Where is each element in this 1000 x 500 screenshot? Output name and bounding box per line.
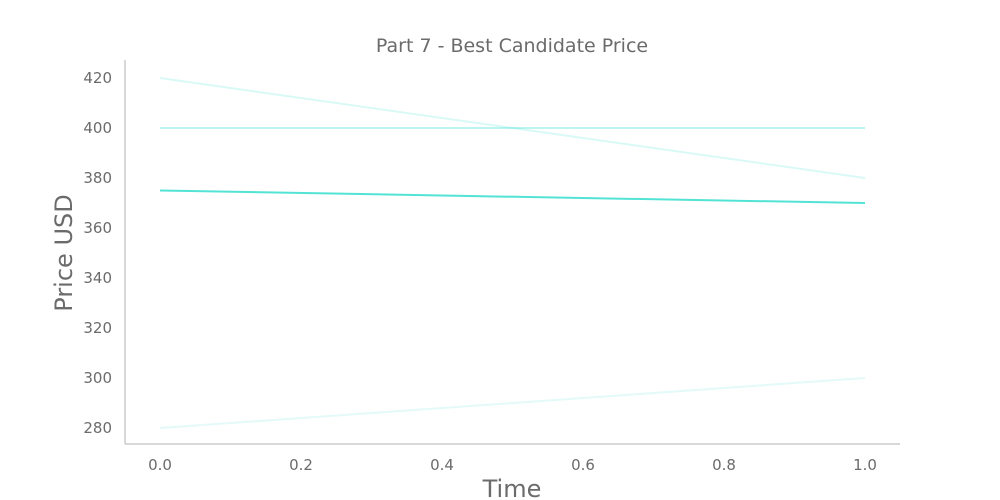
x-tick-label: 0.8 — [712, 456, 736, 474]
x-tick-label: 0.0 — [148, 456, 172, 474]
y-tick-label: 300 — [83, 369, 112, 387]
x-axis-title: Time — [482, 475, 542, 500]
x-tick-label: 0.6 — [571, 456, 595, 474]
x-tick-labels: 0.0 0.2 0.4 0.6 0.8 1.0 — [148, 456, 877, 474]
series-line-1 — [159, 77, 866, 179]
y-tick-label: 420 — [83, 69, 112, 87]
chart-title: Part 7 - Best Candidate Price — [376, 35, 648, 57]
y-tick-label: 400 — [83, 119, 112, 137]
y-tick-label: 280 — [83, 419, 112, 437]
y-tick-labels: 280 300 320 340 360 380 400 420 — [83, 69, 112, 437]
y-tick-label: 360 — [83, 219, 112, 237]
x-tick-label: 1.0 — [853, 456, 877, 474]
series-line-4 — [159, 377, 866, 429]
x-tick-label: 0.2 — [289, 456, 313, 474]
y-tick-label: 320 — [83, 319, 112, 337]
y-axis-title: Price USD — [50, 194, 78, 311]
series-line-3 — [159, 189, 866, 204]
y-tick-label: 340 — [83, 269, 112, 287]
series-layer — [159, 77, 866, 429]
y-tick-label: 380 — [83, 169, 112, 187]
x-tick-label: 0.4 — [430, 456, 454, 474]
